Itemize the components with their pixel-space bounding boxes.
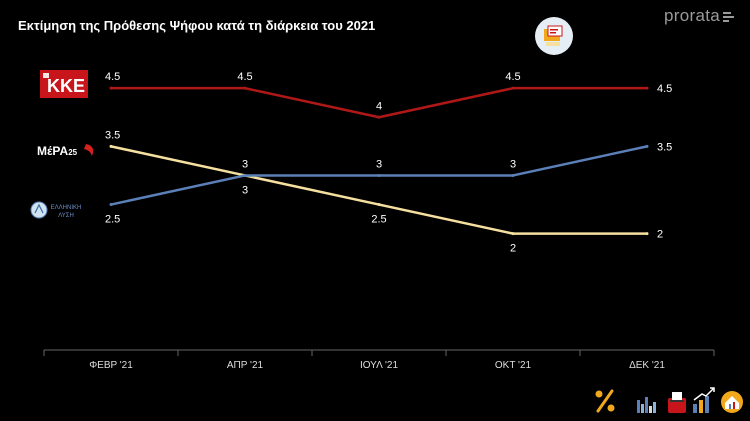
x-tick-label: ΙΟΥΛ '21 <box>360 360 399 371</box>
elliniki-lysi-logo-line2: ΛΥΣΗ <box>58 213 74 219</box>
data-label: 2.5 <box>371 214 386 226</box>
data-label: 4.5 <box>505 71 520 83</box>
chart-title: Εκτίμηση της Πρόθεσης Ψήφου κατά τη διάρ… <box>18 18 376 33</box>
elliniki-lysi-logo-icon: ΕΛΛΗΝΙΚΗ ΛΥΣΗ <box>30 201 82 219</box>
data-point <box>511 232 515 236</box>
data-point <box>645 86 649 90</box>
x-tick-label: ΑΠΡ '21 <box>227 360 264 371</box>
elliniki-lysi-logo-line1: ΕΛΛΗΝΙΚΗ <box>51 205 82 211</box>
brand-name: prorata <box>664 6 720 25</box>
data-label: 4 <box>376 100 382 112</box>
data-point <box>645 144 649 148</box>
data-point <box>511 86 515 90</box>
data-point <box>377 203 381 207</box>
data-label: 2 <box>510 243 516 255</box>
data-label: 2.5 <box>105 214 120 226</box>
data-label: 4.5 <box>657 83 672 95</box>
mera25-logo-main: ΜέΡΑ <box>37 144 69 158</box>
data-point <box>109 86 113 90</box>
data-label: 3.5 <box>105 129 120 141</box>
data-point <box>109 203 113 207</box>
data-label: 3.5 <box>657 141 672 153</box>
x-tick-label: ΟΚΤ '21 <box>495 360 532 371</box>
data-label: 3 <box>242 158 248 170</box>
data-point <box>243 86 247 90</box>
data-point <box>377 115 381 119</box>
kke-logo-icon: ΚΚΕ <box>40 70 88 98</box>
mera25-logo-icon: ΜέΡΑ25 <box>37 144 94 158</box>
news-badge-icon <box>535 17 573 55</box>
x-tick-label: ΦΕΒΡ '21 <box>89 360 133 371</box>
data-point <box>645 232 649 236</box>
data-label: 3 <box>242 184 248 196</box>
trend-up-icon <box>693 387 715 413</box>
brand-bars-icon <box>723 11 734 22</box>
data-label: 3 <box>510 158 516 170</box>
percent-icon <box>595 389 615 413</box>
bar-chart-icon <box>637 397 656 413</box>
home-chart-icon <box>721 391 743 413</box>
data-label: 4.5 <box>105 71 120 83</box>
data-point <box>511 173 515 177</box>
ballot-box-icon <box>668 392 686 413</box>
data-point <box>377 173 381 177</box>
brand-logo: prorata <box>664 6 736 26</box>
data-label: 2 <box>657 229 663 241</box>
data-point <box>109 144 113 148</box>
svg-text:ΜέΡΑ25: ΜέΡΑ25 <box>37 144 78 158</box>
data-label: 3 <box>376 158 382 170</box>
x-tick-label: ΔΕΚ '21 <box>629 360 665 371</box>
data-point <box>243 173 247 177</box>
data-label: 4.5 <box>237 71 252 83</box>
mera25-logo-sub: 25 <box>68 148 77 157</box>
kke-logo-text: ΚΚΕ <box>47 76 85 96</box>
